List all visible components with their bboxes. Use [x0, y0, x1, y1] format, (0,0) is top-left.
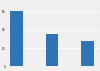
- Bar: [81, 41, 94, 66]
- Bar: [10, 11, 23, 66]
- Bar: [46, 34, 58, 66]
